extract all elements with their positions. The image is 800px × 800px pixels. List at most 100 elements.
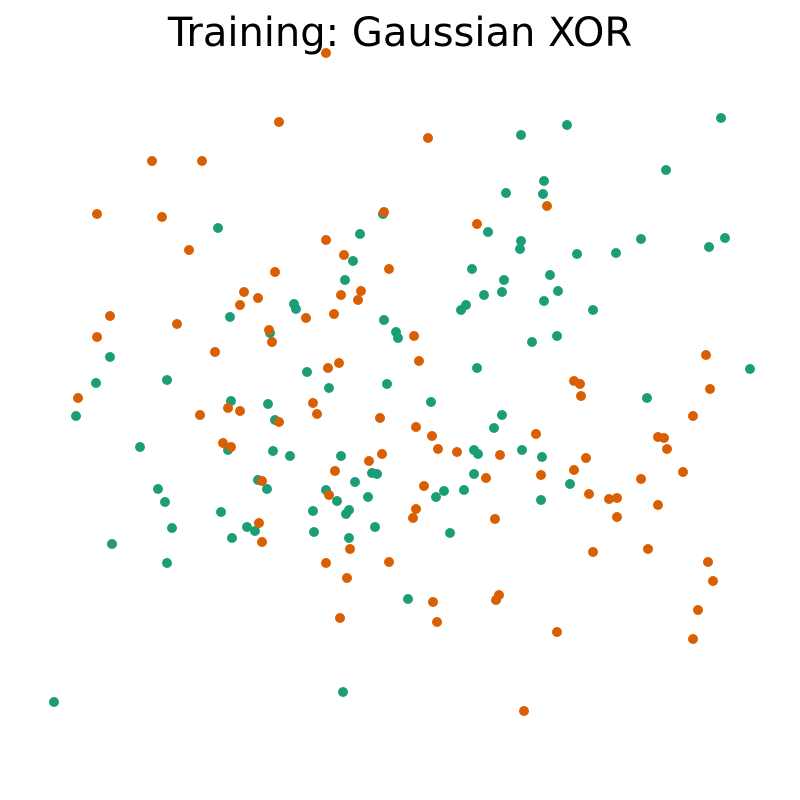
data-point xyxy=(745,364,755,374)
data-point xyxy=(472,363,482,373)
data-point xyxy=(431,492,441,502)
data-point xyxy=(377,449,387,459)
data-point xyxy=(481,473,491,483)
data-point xyxy=(71,411,81,421)
data-point xyxy=(153,484,163,494)
data-point xyxy=(267,337,277,347)
data-point xyxy=(542,201,552,211)
data-point xyxy=(355,229,365,239)
data-point xyxy=(324,490,334,500)
data-point xyxy=(701,350,711,360)
data-point xyxy=(263,399,273,409)
data-point xyxy=(335,613,345,623)
data-point xyxy=(539,176,549,186)
data-point xyxy=(705,384,715,394)
data-point xyxy=(254,518,264,528)
data-point xyxy=(344,533,354,543)
data-point xyxy=(213,223,223,233)
data-point xyxy=(73,393,83,403)
data-point xyxy=(688,634,698,644)
data-point xyxy=(494,590,504,600)
data-point xyxy=(157,212,167,222)
data-point xyxy=(242,522,252,532)
data-point xyxy=(653,500,663,510)
data-point xyxy=(336,451,346,461)
data-point xyxy=(49,697,59,707)
data-point xyxy=(274,417,284,427)
data-point xyxy=(302,367,312,377)
chart-title: Training: Gaussian XOR xyxy=(167,10,633,56)
data-point xyxy=(531,429,541,439)
data-point xyxy=(662,444,672,454)
data-point xyxy=(91,378,101,388)
data-point xyxy=(235,300,245,310)
data-point xyxy=(473,449,483,459)
data-point xyxy=(308,506,318,516)
data-point xyxy=(708,576,718,586)
data-point xyxy=(720,233,730,243)
data-point xyxy=(250,526,260,536)
data-point xyxy=(384,557,394,567)
data-point xyxy=(339,250,349,260)
data-point xyxy=(135,442,145,452)
data-point xyxy=(432,617,442,627)
data-point xyxy=(379,315,389,325)
data-point xyxy=(105,311,115,321)
data-point xyxy=(489,423,499,433)
data-point xyxy=(515,244,525,254)
data-point xyxy=(257,476,267,486)
data-point xyxy=(411,504,421,514)
data-point xyxy=(372,469,382,479)
data-point xyxy=(678,467,688,477)
data-point xyxy=(537,452,547,462)
data-point xyxy=(167,523,177,533)
data-point xyxy=(516,236,526,246)
data-point xyxy=(321,558,331,568)
data-point xyxy=(147,156,157,166)
data-point xyxy=(643,544,653,554)
data-point xyxy=(323,363,333,373)
data-point xyxy=(332,496,342,506)
data-point xyxy=(552,627,562,637)
data-point xyxy=(479,290,489,300)
data-point xyxy=(330,466,340,476)
data-point xyxy=(338,687,348,697)
data-point xyxy=(408,513,418,523)
data-point xyxy=(105,352,115,362)
data-point xyxy=(253,293,263,303)
data-point xyxy=(195,410,205,420)
data-point xyxy=(384,264,394,274)
data-point xyxy=(636,474,646,484)
data-point xyxy=(370,522,380,532)
data-point xyxy=(409,331,419,341)
data-point xyxy=(342,573,352,583)
data-point xyxy=(688,411,698,421)
data-point xyxy=(584,489,594,499)
data-point xyxy=(268,446,278,456)
data-point xyxy=(218,438,228,448)
series-0 xyxy=(49,113,755,707)
data-point xyxy=(197,156,207,166)
data-point xyxy=(565,479,575,489)
data-point xyxy=(107,539,117,549)
data-point xyxy=(270,267,280,277)
data-point xyxy=(239,287,249,297)
data-point xyxy=(472,219,482,229)
data-point xyxy=(403,594,413,604)
data-point xyxy=(604,494,614,504)
data-point xyxy=(345,544,355,554)
data-point xyxy=(92,209,102,219)
data-point xyxy=(519,706,529,716)
data-point xyxy=(257,537,267,547)
data-point xyxy=(581,453,591,463)
data-point xyxy=(227,533,237,543)
data-point xyxy=(321,48,331,58)
data-point xyxy=(423,133,433,143)
data-point xyxy=(223,403,233,413)
data-point xyxy=(642,393,652,403)
data-point xyxy=(452,447,462,457)
data-point xyxy=(340,275,350,285)
data-point xyxy=(703,557,713,567)
data-point xyxy=(459,485,469,495)
data-point xyxy=(379,207,389,217)
